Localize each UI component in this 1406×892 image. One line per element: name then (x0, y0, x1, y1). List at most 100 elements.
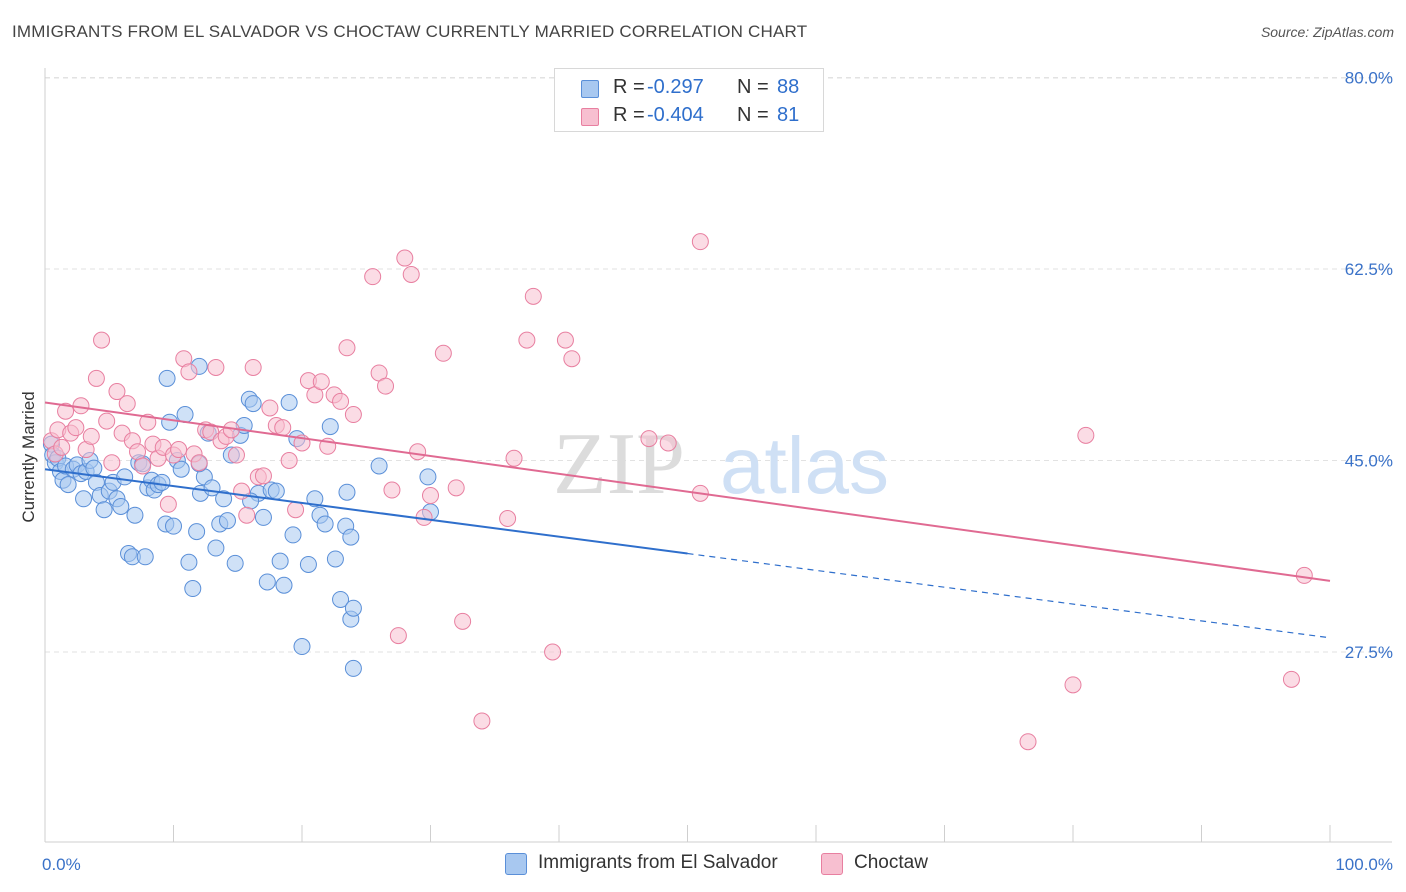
axes (44, 68, 1392, 843)
el-salvador-point (59, 476, 77, 494)
y-tick-labels: 27.5% 45.0% 62.5% 80.0% (1345, 69, 1393, 663)
choctaw-point (227, 446, 245, 464)
el-salvador-point (158, 369, 176, 387)
choctaw-point (254, 467, 272, 485)
blue-swatch (581, 80, 599, 98)
choctaw-point (556, 331, 574, 349)
x-tick-label: 0.0% (42, 855, 81, 874)
y-axis-label: Currently Married (19, 391, 38, 522)
choctaw-point (518, 331, 536, 349)
n-label: N = (737, 76, 769, 98)
choctaw-point (159, 495, 177, 513)
choctaw-point (261, 399, 279, 417)
el-salvador-point (342, 528, 360, 546)
legend-label: Immigrants from El Salvador (538, 852, 778, 873)
el-salvador-point (280, 394, 298, 412)
choctaw-point (659, 434, 677, 452)
choctaw-point (108, 383, 126, 401)
choctaw-point (1282, 670, 1300, 688)
choctaw-point (238, 506, 256, 524)
choctaw-point (563, 350, 581, 368)
y-tick-label: 27.5% (1345, 643, 1393, 662)
choctaw-point (344, 406, 362, 424)
choctaw-point (280, 452, 298, 469)
choctaw-point (332, 392, 350, 410)
blue-swatch (505, 853, 527, 875)
el-salvador-point (254, 508, 272, 526)
choctaw-trend-line (44, 401, 1331, 582)
el-salvador-point (75, 490, 93, 508)
choctaw-point (53, 438, 71, 456)
el-salvador-trend-extension (687, 552, 1331, 639)
choctaw-point (67, 419, 85, 437)
choctaw-point (87, 369, 105, 387)
el-salvador-trend-line (44, 468, 688, 555)
el-salvador-point (165, 517, 182, 535)
n-value: 81 (777, 104, 800, 126)
choctaw-point (103, 454, 121, 472)
el-salvador-point (332, 590, 350, 608)
el-salvador-point (321, 418, 339, 436)
choctaw-point (98, 412, 116, 430)
trend-lines (44, 401, 1331, 639)
el-salvador-point (116, 468, 134, 486)
correlation-legend: R = -0.297 N = 88 R = -0.404 N = 81 (554, 68, 824, 132)
el-salvador-point (85, 459, 103, 477)
el-salvador-point (326, 550, 344, 568)
el-salvador-point (344, 659, 362, 677)
el-salvador-point (153, 473, 171, 491)
el-salvador-point (176, 406, 194, 424)
choctaw-point (377, 377, 395, 395)
el-salvador-point (419, 468, 437, 486)
r-label: R = (613, 76, 645, 98)
el-salvador-point (226, 554, 244, 572)
choctaw-point (505, 449, 523, 467)
el-salvador-point (316, 515, 334, 533)
watermark-zip: ZIP (553, 416, 685, 513)
choctaw-point (544, 643, 562, 661)
pink-swatch (821, 853, 843, 875)
choctaw-point (338, 339, 356, 357)
choctaw-point (422, 487, 439, 505)
y-tick-label: 45.0% (1345, 452, 1393, 471)
choctaw-point (312, 373, 330, 391)
el-salvador-point (180, 553, 198, 571)
choctaw-point (170, 441, 188, 459)
x-tick-labels: 0.0% 100.0% (42, 855, 1393, 874)
choctaw-point (134, 457, 152, 475)
el-salvador-point (112, 497, 130, 515)
watermark-atlas: atlas (720, 421, 889, 510)
choctaw-point (1019, 733, 1037, 751)
choctaw-point (364, 268, 382, 286)
legend-label: Choctaw (854, 852, 928, 873)
choctaw-point (454, 612, 472, 630)
el-salvador-point (184, 580, 202, 598)
el-salvador-point (284, 526, 302, 544)
choctaw-point (129, 443, 147, 461)
choctaw-point (389, 627, 407, 645)
legend-row-choctaw: R = -0.404 N = 81 (555, 101, 823, 131)
el-salvador-point (299, 555, 317, 573)
r-label: R = (613, 104, 645, 126)
choctaw-point (473, 712, 491, 730)
choctaw-point (691, 233, 709, 251)
el-salvador-point (215, 490, 233, 508)
el-salvador-point (275, 576, 293, 594)
choctaw-point (499, 509, 517, 527)
choctaw-point (1077, 426, 1095, 444)
x-tick-label: 100.0% (1335, 855, 1393, 874)
legend-row-el-salvador: R = -0.297 N = 88 (555, 73, 823, 103)
choctaw-point (287, 501, 305, 519)
el-salvador-point (172, 460, 190, 478)
choctaw-point (82, 427, 100, 445)
choctaw-point (640, 430, 658, 448)
el-salvador-point (188, 523, 206, 541)
choctaw-point (402, 265, 420, 283)
y-tick-label: 80.0% (1345, 69, 1393, 88)
r-value: -0.297 (647, 76, 704, 98)
el-salvador-point (271, 552, 289, 570)
el-salvador-point (136, 548, 154, 566)
choctaw-point (180, 363, 198, 381)
choctaw-point (1064, 676, 1082, 694)
